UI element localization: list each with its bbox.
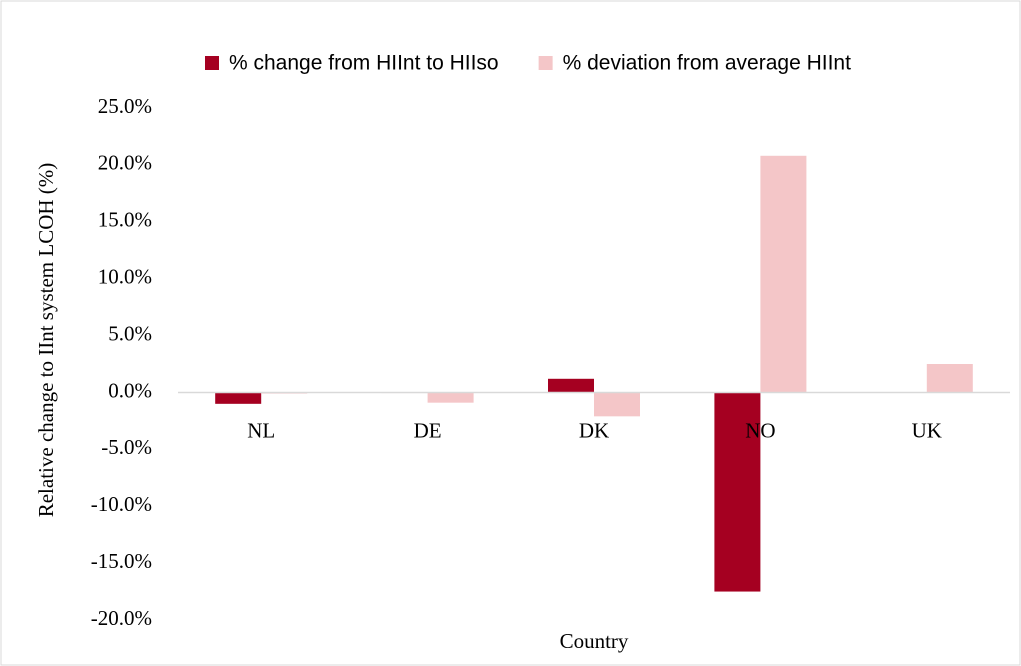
x-tick-label: UK (912, 418, 942, 442)
y-tick-label: -20.0% (91, 606, 152, 630)
legend-swatch (538, 56, 553, 70)
x-tick-label: NO (745, 418, 775, 442)
y-tick-label: -5.0% (101, 435, 152, 459)
bar (215, 392, 262, 404)
y-tick-label: 10.0% (98, 264, 152, 288)
bar (594, 392, 640, 417)
x-tick-label: DK (579, 418, 609, 442)
bar (926, 364, 973, 393)
y-tick-label: 15.0% (98, 208, 152, 232)
legend-label: % change from HIInt to HIIso (229, 52, 499, 75)
bar (760, 155, 807, 393)
y-tick-label: -15.0% (91, 549, 152, 573)
legend-label: % deviation from average HIInt (563, 52, 851, 75)
legend-swatch (205, 56, 219, 70)
y-tick-label: 5.0% (108, 321, 152, 345)
x-axis-title: Country (560, 629, 629, 653)
bar (427, 392, 474, 403)
y-tick-label: 0.0% (108, 378, 152, 402)
y-tick-label: -10.0% (91, 492, 152, 516)
bar (548, 378, 594, 393)
y-tick-label: 25.0% (98, 94, 152, 118)
x-tick-label: DE (414, 418, 442, 442)
x-tick-label: NL (247, 418, 275, 442)
y-tick-label: 20.0% (98, 151, 152, 175)
y-axis-title: Relative change to IInt system LCOH (%) (34, 163, 58, 518)
bar (714, 392, 761, 592)
